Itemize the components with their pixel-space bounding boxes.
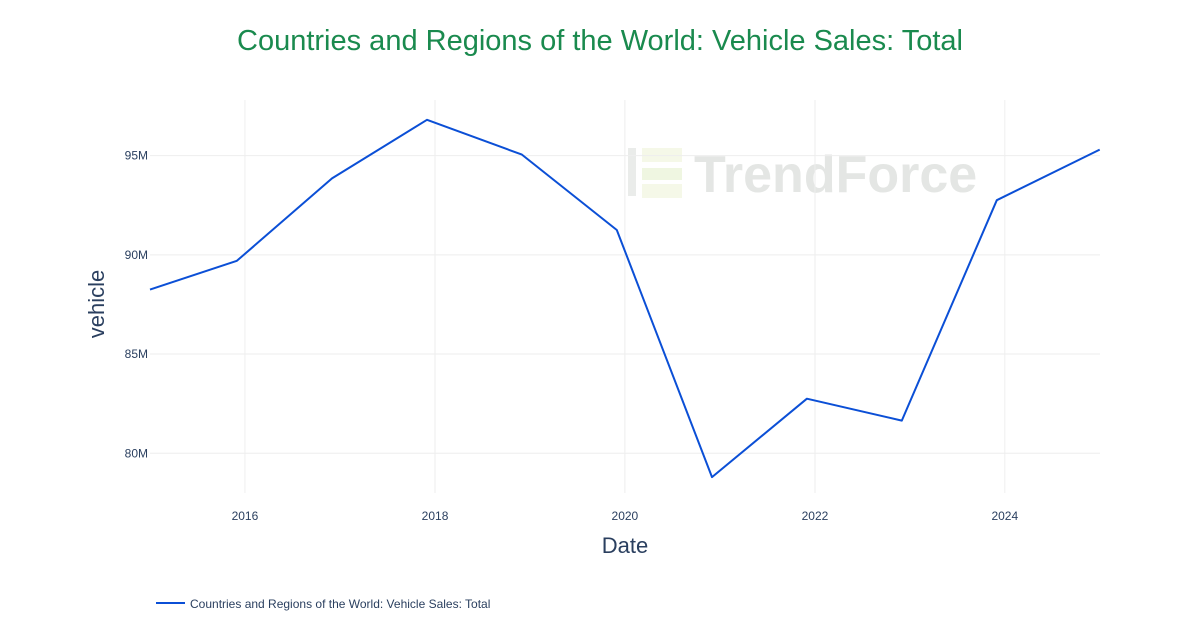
y-tick-label: 85M [125, 347, 148, 361]
x-axis-title: Date [602, 533, 648, 558]
watermark: TrendForce [628, 146, 977, 204]
y-tick-label: 90M [125, 248, 148, 262]
x-tick-label: 2022 [802, 509, 829, 523]
chart-title: Countries and Regions of the World: Vehi… [237, 25, 963, 57]
x-tick-label: 2024 [991, 509, 1018, 523]
legend[interactable]: Countries and Regions of the World: Vehi… [156, 597, 490, 611]
series-group [149, 118, 1101, 479]
y-tick-label: 95M [125, 149, 148, 163]
trendforce-logo-icon [628, 148, 682, 198]
y-axis-title: vehicle [84, 270, 109, 338]
x-tick-label: 2020 [612, 509, 639, 523]
watermark-text: TrendForce [694, 146, 977, 204]
gridlines [150, 100, 1100, 493]
y-tick-label: 80M [125, 446, 148, 460]
x-tick-label: 2018 [422, 509, 449, 523]
x-tick-label: 2016 [232, 509, 259, 523]
legend-label: Countries and Regions of the World: Vehi… [190, 597, 490, 611]
y-axis-ticks: 80M 85M 90M 95M [125, 149, 148, 461]
x-axis-ticks: 2016 2018 2020 2022 2024 [232, 509, 1019, 523]
series-line [149, 118, 1101, 479]
